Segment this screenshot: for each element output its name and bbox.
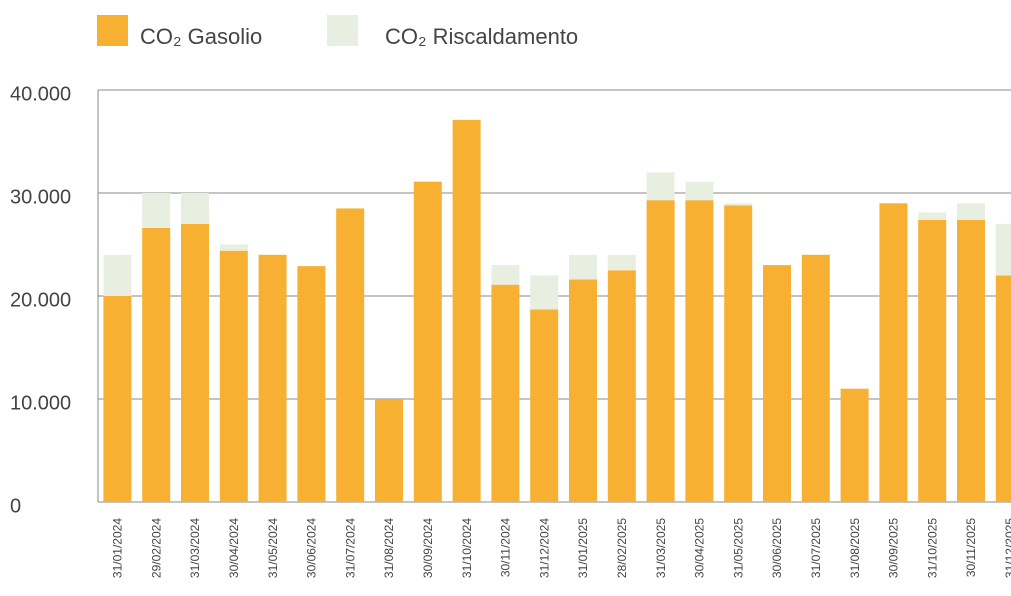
x-tick-label: 31/10/2024 <box>460 518 474 578</box>
bar-segment <box>685 181 714 201</box>
bar-segment <box>413 181 442 503</box>
bar-segment <box>336 208 365 502</box>
x-tick-label: 29/02/2024 <box>149 518 163 578</box>
bar-segment <box>491 284 520 502</box>
bar-segment <box>957 219 985 502</box>
x-tick-label: 31/01/2025 <box>576 518 590 578</box>
bar-segment <box>258 254 287 502</box>
bar-segment <box>995 223 1011 276</box>
y-tick-label: 40.000 <box>10 83 71 105</box>
bar-segment <box>763 265 791 502</box>
x-tick-label: 31/01/2024 <box>111 518 125 578</box>
x-tick-label: 30/09/2024 <box>421 518 435 578</box>
x-tick-label: 30/06/2024 <box>305 518 319 578</box>
bar-segment <box>103 254 132 296</box>
bar-segment <box>375 399 403 502</box>
x-tick-label: 31/03/2024 <box>188 518 202 578</box>
legend-swatch <box>327 15 358 46</box>
y-tick-label: 0 <box>10 495 21 517</box>
bar-segment <box>491 265 520 285</box>
x-tick-label: 31/07/2025 <box>809 518 823 578</box>
x-tick-label: 31/08/2025 <box>848 518 862 578</box>
bar-segment <box>530 275 559 310</box>
bar-segment <box>840 388 869 502</box>
y-tick-label: 30.000 <box>10 186 71 208</box>
x-tick-label: 31/05/2024 <box>266 518 280 578</box>
x-tick-label: 30/11/2024 <box>499 518 513 577</box>
bar-segment <box>879 203 908 503</box>
legend-swatch <box>97 15 128 46</box>
x-tick-label: 31/12/2025 <box>1003 518 1011 578</box>
x-tick-label: 31/08/2024 <box>382 518 396 578</box>
bar-segment <box>219 244 248 251</box>
bar-segment <box>724 205 753 503</box>
bar-segment <box>995 275 1011 502</box>
bar-segment <box>142 228 171 502</box>
x-tick-label: 31/12/2024 <box>537 518 551 578</box>
bar-segment <box>452 119 481 503</box>
bar-segment <box>103 296 132 502</box>
bar-segment <box>646 200 675 502</box>
bar-segment <box>569 279 597 502</box>
y-tick-label: 10.000 <box>10 392 71 414</box>
bar-segment <box>569 254 597 280</box>
x-tick-label: 30/04/2024 <box>227 518 241 578</box>
bar-segment <box>957 203 985 220</box>
x-tick-label: 31/03/2025 <box>654 518 668 578</box>
x-tick-label: 31/05/2025 <box>731 518 745 578</box>
bar-segment <box>142 193 171 229</box>
bar-segment <box>219 250 248 502</box>
bar-segment <box>181 223 209 502</box>
x-tick-label: 30/04/2025 <box>693 518 707 578</box>
bar-segment <box>685 200 714 502</box>
x-tick-label: 30/11/2025 <box>964 518 978 577</box>
x-tick-label: 31/10/2025 <box>925 518 939 578</box>
bar-segment <box>530 309 559 502</box>
legend-label: CO₂ Riscaldamento <box>385 24 578 49</box>
x-tick-label: 28/02/2025 <box>615 518 629 578</box>
bar-segment <box>297 266 326 502</box>
bar-segment <box>801 254 830 502</box>
bar-segment <box>607 270 636 502</box>
bar-segment <box>646 172 675 201</box>
legend-label: CO₂ Gasolio <box>140 24 262 49</box>
x-tick-label: 31/07/2024 <box>343 518 357 578</box>
bar-segment <box>918 219 947 502</box>
x-tick-label: 30/06/2025 <box>770 518 784 578</box>
bar-segment <box>607 254 636 271</box>
bar-segment <box>181 193 209 224</box>
y-tick-label: 20.000 <box>10 289 71 311</box>
bar-segment <box>918 212 947 220</box>
x-tick-label: 30/09/2025 <box>887 518 901 578</box>
bar-segment <box>724 203 753 206</box>
